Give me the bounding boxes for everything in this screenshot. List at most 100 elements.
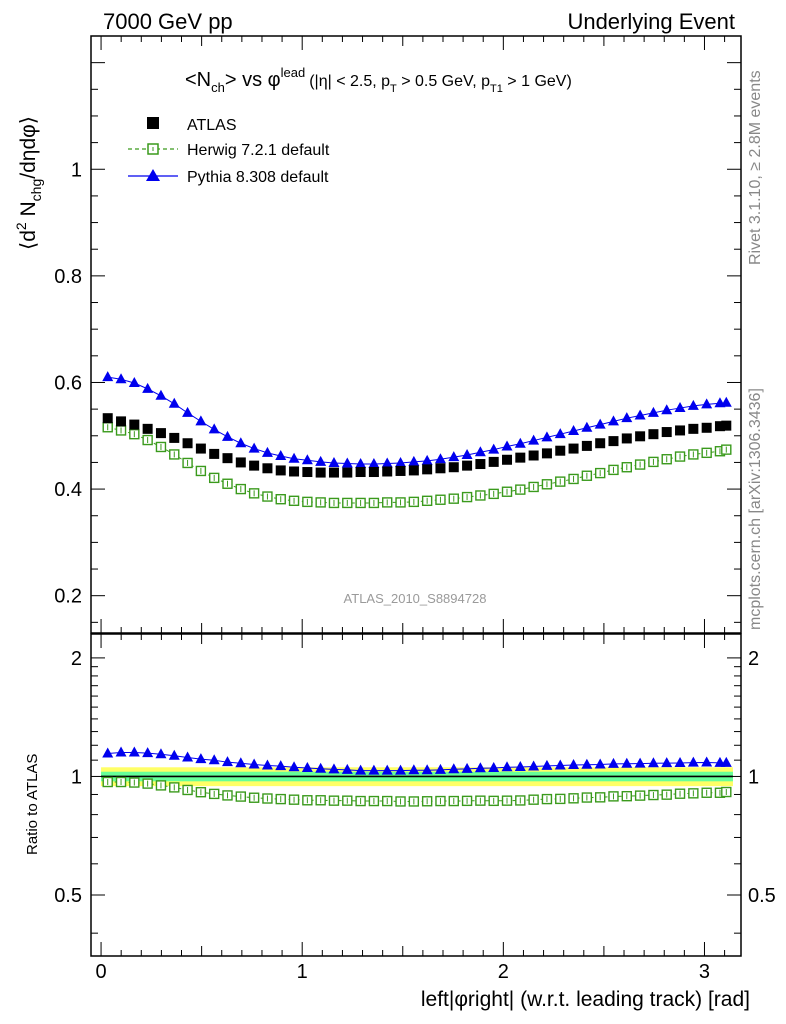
pythia-point [661, 404, 673, 415]
pythia-point [115, 373, 127, 384]
header-left: 7000 GeV pp [103, 9, 233, 34]
atlas-point [581, 440, 592, 451]
ratio-pythia-point [634, 757, 646, 768]
ratio-pythia-point [355, 764, 367, 775]
atlas-point [515, 452, 526, 463]
atlas-point [721, 420, 732, 431]
x-axis-label: left|φright| (w.r.t. leading track) [rad… [421, 988, 750, 1011]
ratio-pythia-point [288, 761, 300, 772]
pythia-point [261, 446, 273, 457]
atlas-point [382, 466, 393, 477]
pythia-point [701, 398, 713, 409]
ratio-pythia-point [235, 757, 247, 768]
ratio-pythia-point [647, 757, 659, 768]
atlas-point [195, 443, 206, 454]
header-right: Underlying Event [567, 9, 735, 34]
atlas-point [155, 428, 166, 439]
pythia-point [102, 371, 114, 382]
pythia-point [581, 421, 593, 432]
ratio-pythia-point [720, 756, 732, 767]
atlas-point [315, 467, 326, 478]
atlas-point [169, 432, 180, 443]
ratio-y-tick-label: 0.5 [54, 885, 82, 907]
atlas-point [142, 423, 153, 434]
ratio-pythia-point [381, 764, 393, 775]
pythia-point [168, 397, 180, 408]
atlas-point [448, 462, 459, 473]
atlas-point [595, 438, 606, 449]
pythia-point [208, 423, 220, 434]
ratio-pythia-point [208, 754, 220, 765]
pythia-point [128, 377, 140, 388]
atlas-point [714, 421, 725, 432]
atlas-point [355, 467, 366, 478]
atlas-point [368, 467, 379, 478]
atlas-point [129, 419, 140, 430]
atlas-point [648, 429, 659, 440]
pythia-point [368, 458, 380, 469]
main-y-tick-labels: 0.2 0.4 0.6 0.8 1 [54, 159, 82, 607]
pythia-point [554, 428, 566, 439]
ratio-y-tick-label-right: 0.5 [748, 885, 776, 907]
main-plot-frame [90, 35, 742, 634]
pythia-point [315, 455, 327, 466]
pythia-point [514, 437, 526, 448]
pythia-point [195, 415, 207, 426]
pythia-point [395, 456, 407, 467]
pythia-point [288, 452, 300, 463]
ratio-axis-ticks [91, 634, 741, 956]
atlas-point [249, 460, 260, 471]
atlas-point [262, 463, 273, 474]
pythia-point [408, 455, 420, 466]
pythia-point [155, 389, 167, 400]
ratio-plot-frame [90, 633, 742, 957]
atlas-point [395, 465, 406, 476]
pythia-point [488, 443, 500, 454]
ratio-pythia-point [554, 759, 566, 770]
atlas-point [462, 460, 473, 471]
atlas-point [568, 443, 579, 454]
ratio-data-points [102, 746, 732, 807]
pythia-point [328, 456, 340, 467]
ratio-pythia-point [448, 763, 460, 774]
ratio-pythia-point [528, 760, 540, 771]
atlas-point [209, 448, 220, 459]
mcplots-label: mcplots.cern.ch [arXiv:1306.3436] [747, 388, 764, 630]
pythia-point [568, 424, 580, 435]
pythia-point [687, 399, 699, 410]
ratio-pythia-point [701, 756, 713, 767]
ratio-pythia-point [261, 759, 273, 770]
pythia-point [341, 457, 353, 468]
ratio-pythia-point [248, 758, 260, 769]
ratio-pythia-point [621, 757, 633, 768]
ratio-pythia-point [674, 756, 686, 767]
pythia-point [221, 430, 233, 441]
atlas-point [102, 413, 113, 424]
ratio-pythia-point [474, 762, 486, 773]
ratio-pythia-point [581, 758, 593, 769]
atlas-point [222, 453, 233, 464]
plot-title: <Nch> vs φlead(|η| < 2.5, pT > 0.5 GeV, … [185, 65, 572, 95]
atlas-point [302, 467, 313, 478]
legend-marker-pythia [146, 169, 160, 181]
ratio-pythia-point [607, 757, 619, 768]
legend-label-atlas: ATLAS [187, 117, 237, 134]
pythia-point [474, 446, 486, 457]
ratio-pythia-point [661, 757, 673, 768]
main-y-tick-label: 0.2 [54, 586, 82, 608]
ratio-pythia-point [301, 761, 313, 772]
pythia-point [448, 451, 460, 462]
legend-label-pythia: Pythia 8.308 default [187, 169, 329, 186]
atlas-point [541, 448, 552, 459]
pythia-point [621, 412, 633, 423]
atlas-point [408, 465, 419, 476]
ratio-y-axis-label: Ratio to ATLAS [24, 754, 41, 855]
atlas-point [235, 457, 246, 468]
atlas-point [116, 416, 127, 427]
pythia-point [275, 450, 287, 461]
atlas-point [342, 467, 353, 478]
atlas-point [488, 456, 499, 467]
ratio-pythia-point [395, 764, 407, 775]
ratio-pythia-point [155, 748, 167, 759]
pythia-point [381, 457, 393, 468]
